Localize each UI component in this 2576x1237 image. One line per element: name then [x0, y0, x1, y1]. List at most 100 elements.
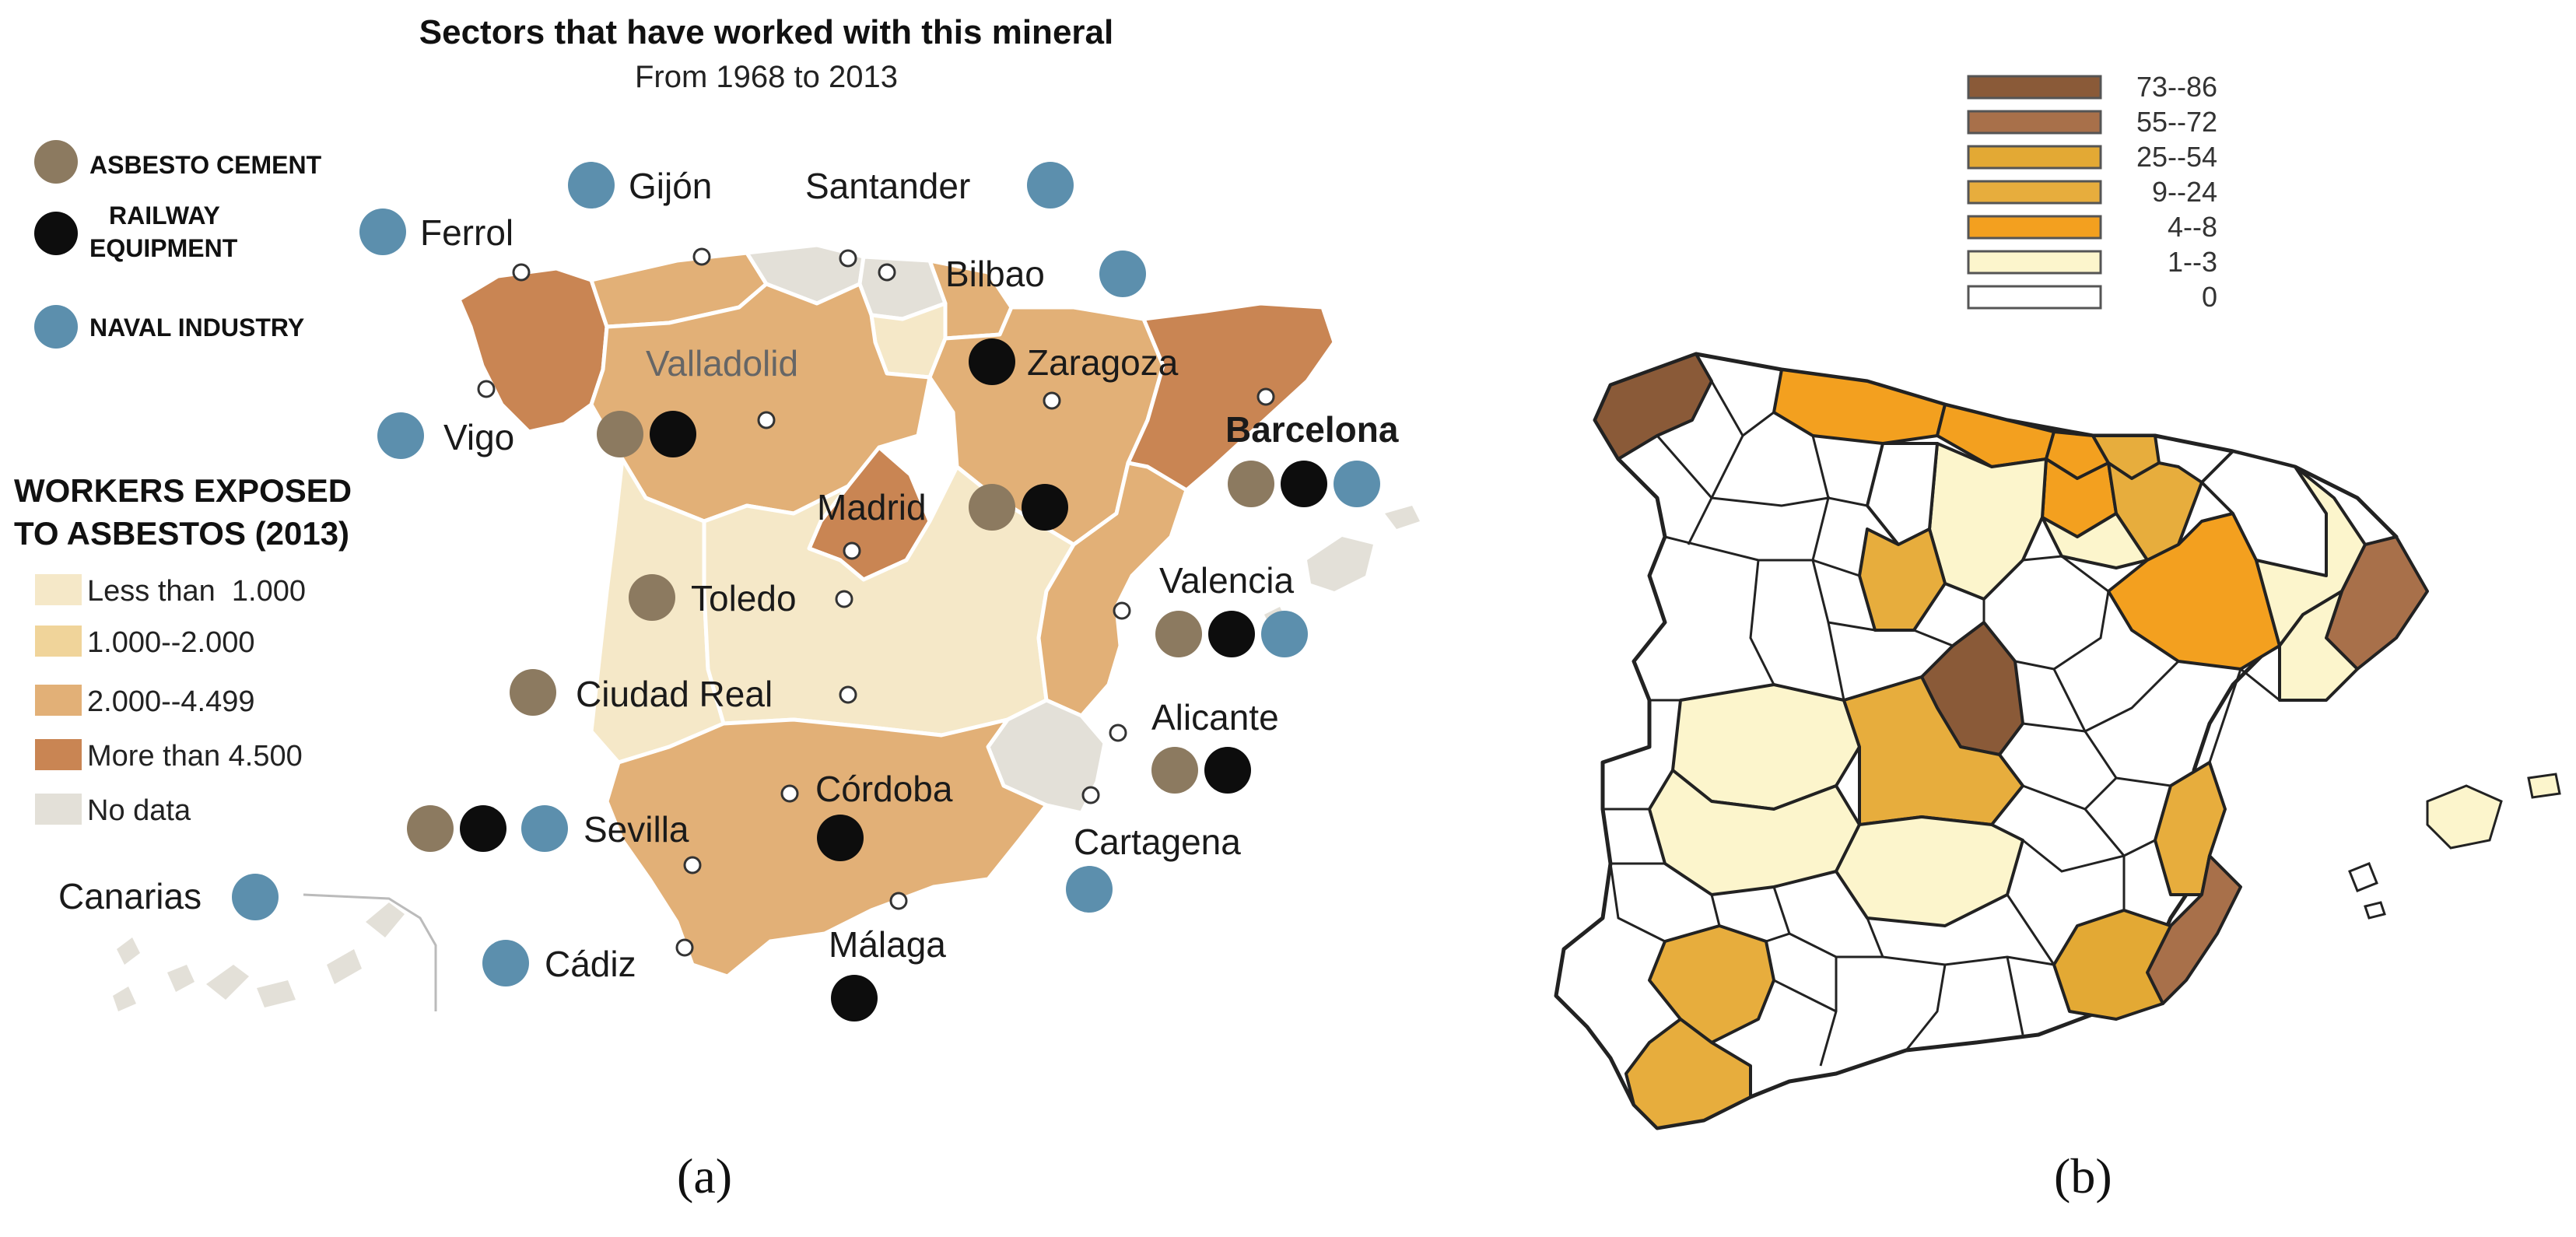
border-8 — [1827, 622, 1845, 701]
label-gijon: Gijón — [629, 166, 712, 206]
spain-regions — [457, 243, 1337, 979]
city-dot-alicante — [1109, 724, 1127, 742]
city-dot-valladolid — [757, 411, 776, 429]
border-27 — [1710, 894, 1721, 927]
b-legend-swatch-0 — [1967, 285, 2102, 310]
city-dot-vigo — [477, 380, 496, 398]
legend-naval-label: NAVAL INDUSTRY — [89, 314, 304, 342]
b-legend-label-9-24: 9--24 — [2152, 176, 2217, 208]
legend-cement-label: ASBESTO CEMENT — [89, 151, 322, 179]
label-malaga: Málaga — [829, 924, 946, 965]
workers-legend-title-2: TO ASBESTOS (2013) — [14, 515, 349, 552]
legend-railway-swatch — [34, 212, 78, 255]
border-10 — [2014, 555, 2110, 671]
border-2 — [1656, 435, 1713, 499]
label-bilbao: Bilbao — [945, 254, 1045, 294]
bilbao-naval-circle — [1099, 251, 1146, 297]
legend-swatch-more-4500 — [35, 739, 82, 770]
valencia-railway-circle — [1208, 611, 1255, 657]
border-7 — [1749, 559, 1845, 702]
city-dot-bilbao — [878, 263, 896, 282]
alicante-cement-circle — [1151, 747, 1198, 794]
label-zaragoza: Zaragoza — [1027, 342, 1179, 383]
legend-label-2000-4499: 2.000--4.499 — [87, 685, 255, 718]
b-island-ibiza — [2348, 862, 2378, 892]
cartagena-naval-circle — [1066, 866, 1113, 913]
province-tarragona — [2278, 590, 2359, 702]
legend-label-more-4500: More than 4.500 — [87, 740, 303, 773]
sevilla-cement-circle — [407, 805, 454, 852]
b-island-formentera — [2364, 901, 2386, 920]
sector-circles — [232, 162, 1380, 1021]
canarias-naval-circle — [232, 874, 279, 920]
barcelona-cement-circle — [1228, 461, 1274, 507]
city-dot-sevilla — [683, 856, 702, 874]
border-11 — [2052, 660, 2180, 734]
city-dot-cadiz — [675, 938, 694, 957]
label-madrid: Madrid — [817, 487, 927, 527]
toledo-cement-circle — [629, 574, 675, 621]
ciudad-real-cement-circle — [510, 669, 556, 716]
region-valencia — [1036, 461, 1189, 718]
b-legend-label-4-8: 4--8 — [2168, 211, 2217, 243]
border-5 — [1711, 496, 1860, 577]
madrid-cement-circle — [969, 484, 1015, 531]
zaragoza-railway-circle — [969, 338, 1015, 385]
city-dot-ciudad-real — [839, 685, 857, 704]
island-menorca — [1385, 506, 1420, 529]
legend-swatch-less-1000 — [35, 574, 82, 605]
panel-b-balearics — [2348, 773, 2561, 920]
border-26 — [1609, 862, 1666, 943]
label-cordoba: Córdoba — [815, 769, 953, 809]
island-1 — [117, 937, 140, 965]
province-borders — [1603, 353, 2280, 1067]
island-2 — [113, 986, 136, 1011]
b-legend-swatch-1-3 — [1967, 250, 2102, 275]
label-santander: Santander — [805, 166, 970, 206]
valencia-cement-circle — [1155, 611, 1202, 657]
b-legend-label-1-3: 1--3 — [2168, 246, 2217, 278]
barcelona-naval-circle — [1334, 461, 1380, 507]
b-legend-swatch-4-8 — [1967, 215, 2102, 240]
province-cadiz — [1624, 1018, 1752, 1130]
canarias-frame-line — [303, 893, 437, 1011]
border-12 — [2022, 667, 2280, 787]
label-toledo: Toledo — [691, 578, 797, 618]
label-alicante: Alicante — [1151, 697, 1279, 738]
panel-b: 73--86 55--72 25--54 9--24 4--8 1--3 0 — [1554, 71, 2561, 1130]
province-sevilla — [1648, 924, 1775, 1044]
label-vigo: Vigo — [443, 417, 514, 457]
panel-b-legend — [1967, 75, 2102, 310]
city-markers — [477, 247, 1275, 957]
b-legend-swatch-25-54 — [1967, 145, 2102, 170]
province-valladolid — [1858, 527, 1947, 632]
b-legend-swatch-55-72 — [1967, 110, 2102, 135]
barcelona-railway-circle — [1281, 461, 1327, 507]
panel-a: Sectors that have worked with this miner… — [14, 13, 1420, 1021]
legend-swatch-no-data — [35, 794, 82, 825]
city-labels: Gijón Santander Ferrol Bilbao Zaragoza V… — [58, 166, 1399, 984]
island-6 — [327, 949, 362, 984]
b-island-menorca — [2527, 773, 2561, 799]
border-22 — [2006, 956, 2024, 1036]
sevilla-naval-circle — [521, 805, 568, 852]
border-4 — [1773, 411, 1868, 507]
b-legend-label-55-72: 55--72 — [2136, 106, 2217, 138]
b-island-mallorca — [2426, 784, 2503, 850]
legend-swatch-2000-4499 — [35, 685, 82, 716]
b-legend-label-0: 0 — [2202, 281, 2217, 313]
alicante-railway-circle — [1204, 747, 1251, 794]
cordoba-railway-circle — [817, 815, 864, 861]
border-9 — [1913, 599, 1985, 647]
label-cadiz: Cádiz — [545, 944, 636, 984]
island-7 — [366, 902, 405, 937]
valladolid-cement-circle — [597, 411, 643, 457]
caption-a: (a) — [677, 1148, 733, 1204]
label-ciudad-real: Ciudad Real — [576, 674, 773, 714]
panel-a-title: Sectors that have worked with this miner… — [419, 13, 1113, 51]
provinces — [1593, 352, 2429, 1130]
city-dot-cordoba — [780, 784, 799, 803]
city-dot-toledo — [835, 590, 853, 608]
region-cataluna — [1126, 301, 1337, 492]
